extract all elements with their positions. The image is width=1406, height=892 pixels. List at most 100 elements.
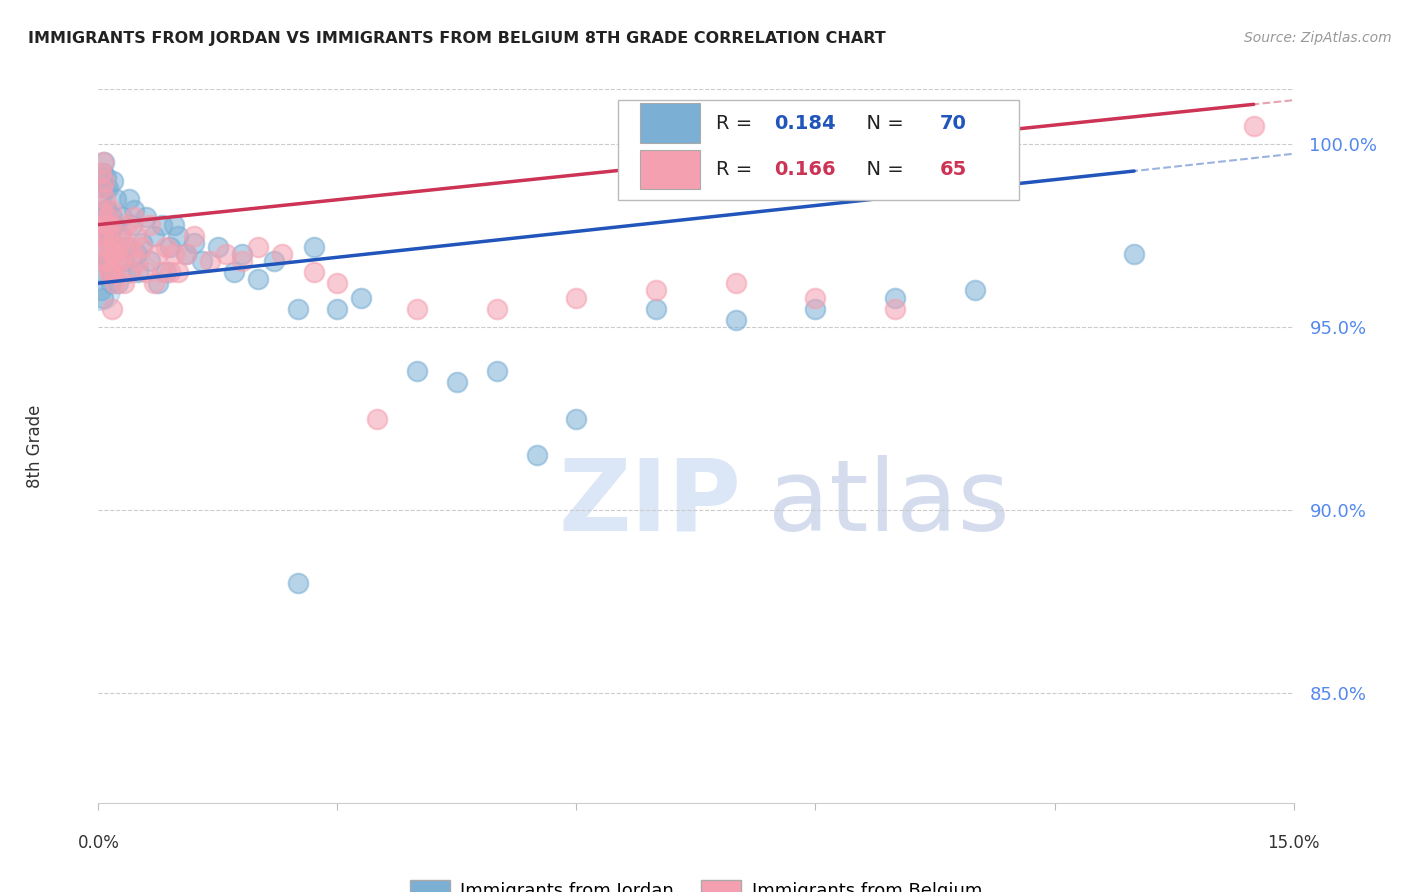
Text: 8th Grade: 8th Grade [27, 404, 44, 488]
Point [207, 239, 229, 253]
Point [302, 265, 325, 279]
Point [94, 169, 117, 184]
Point [150, 218, 173, 232]
Text: N =: N = [853, 161, 910, 179]
Point [191, 254, 214, 268]
Point [96, 202, 118, 217]
Point [104, 276, 127, 290]
Point [124, 211, 146, 225]
Point [120, 265, 142, 279]
Text: atlas: atlas [768, 455, 1010, 551]
Point [103, 235, 125, 250]
Point [98, 247, 122, 261]
Point [174, 247, 197, 261]
Text: 65: 65 [939, 161, 967, 179]
FancyBboxPatch shape [619, 100, 1018, 200]
Point [159, 239, 181, 253]
Point [155, 265, 177, 279]
Point [174, 247, 197, 261]
Point [91, 181, 114, 195]
Point [98, 228, 121, 243]
Point [97, 254, 120, 268]
Point [93, 155, 115, 169]
Point [963, 284, 986, 298]
Point [90, 192, 112, 206]
Point [263, 254, 285, 268]
Point [485, 301, 508, 316]
Point [90, 202, 112, 217]
Point [107, 276, 129, 290]
Point [97, 239, 120, 253]
Point [94, 247, 117, 261]
Point [96, 202, 118, 217]
Point [526, 448, 548, 462]
Point [884, 291, 907, 305]
Text: 0.166: 0.166 [773, 161, 835, 179]
Point [125, 228, 148, 243]
Point [118, 192, 141, 206]
Point [143, 276, 166, 290]
Point [148, 276, 170, 290]
Point [326, 276, 349, 290]
Text: R =: R = [716, 161, 759, 179]
Point [101, 301, 124, 316]
Point [115, 239, 138, 253]
Point [121, 218, 143, 232]
Text: 0.184: 0.184 [773, 114, 835, 133]
Point [163, 247, 186, 261]
Point [485, 364, 508, 378]
FancyBboxPatch shape [640, 150, 700, 189]
Point [98, 265, 122, 279]
Point [326, 301, 349, 316]
Text: R =: R = [716, 114, 759, 133]
Point [159, 265, 181, 279]
Point [118, 239, 141, 253]
Point [98, 218, 122, 232]
Point [97, 228, 120, 243]
Point [90, 166, 112, 180]
Point [143, 228, 166, 243]
Point [115, 218, 138, 232]
Point [112, 276, 135, 290]
Point [91, 174, 114, 188]
Point [350, 291, 373, 305]
Point [135, 265, 157, 279]
Point [89, 284, 111, 298]
Point [246, 239, 269, 253]
Point [167, 265, 190, 279]
Point [108, 228, 131, 243]
Point [270, 247, 292, 261]
Legend: Immigrants from Jordan, Immigrants from Belgium: Immigrants from Jordan, Immigrants from … [402, 872, 990, 892]
Point [125, 247, 148, 261]
Text: 0.0%: 0.0% [77, 834, 120, 852]
Point [406, 364, 429, 378]
Point [231, 247, 253, 261]
Point [155, 239, 177, 253]
Point [107, 239, 129, 253]
Text: N =: N = [853, 114, 910, 133]
Text: 15.0%: 15.0% [1267, 834, 1320, 852]
Point [97, 228, 120, 243]
Point [91, 155, 114, 169]
Point [90, 265, 112, 279]
Point [131, 239, 153, 253]
Point [804, 291, 827, 305]
Point [366, 411, 388, 425]
Point [804, 301, 827, 316]
Point [183, 235, 205, 250]
Point [120, 265, 142, 279]
Point [724, 276, 747, 290]
Point [1243, 119, 1265, 133]
Point [100, 265, 122, 279]
Point [135, 211, 157, 225]
Point [104, 254, 127, 268]
Point [287, 576, 309, 591]
Point [91, 228, 114, 243]
Point [215, 247, 238, 261]
Point [112, 254, 135, 268]
Point [96, 228, 118, 243]
Point [101, 211, 124, 225]
Point [93, 254, 115, 268]
Point [96, 239, 118, 253]
Point [101, 174, 124, 188]
